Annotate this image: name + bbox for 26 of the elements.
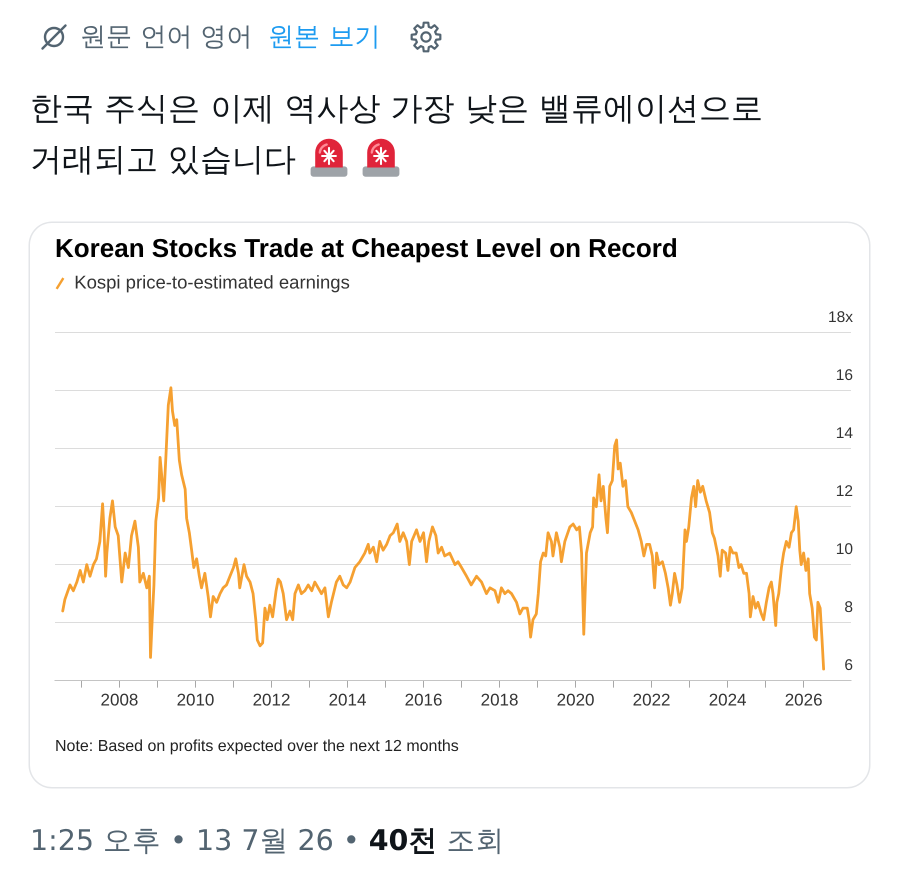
x-tick-label: 2012 [252,690,290,710]
x-tick-label: 2014 [328,690,366,710]
legend-label: Kospi price-to-estimated earnings [74,272,350,293]
text: 원문 언어 영어 [80,22,253,52]
text: 조회 [446,824,504,857]
text: Note: Based on profits expected over the next 12 months [55,738,459,755]
text: 40천 [368,824,438,857]
y-tick-label: 8 [844,598,853,616]
text: 원본 보기 [268,22,380,52]
x-tick-label: 2026 [784,690,823,710]
x-tick-label: 2020 [556,690,594,710]
y-tick-label: 18x [828,308,854,326]
y-tick-label: 14 [836,424,854,442]
x-tick-label: 2018 [480,690,518,710]
y-tick-label: 10 [836,540,854,558]
chart-title: Korean Stocks Trade at Cheapest Level on Record [55,232,678,263]
y-tick-label: 16 [836,366,853,384]
x-tick-label: 2008 [100,690,138,710]
text: 한국 주식은 이제 역사상 가장 낮은 밸류에이션으로 거래되고 있습니다 [30,89,764,178]
y-tick-label: 12 [836,482,853,500]
x-tick-label: 2022 [632,690,670,710]
x-tick-label: 2010 [176,690,214,710]
x-tick-label: 2024 [708,690,747,710]
y-tick-label: 6 [844,656,853,674]
x-tick-label: 2016 [404,690,442,710]
text: 1:25 오후 • 13 7월 26 • [30,824,360,857]
